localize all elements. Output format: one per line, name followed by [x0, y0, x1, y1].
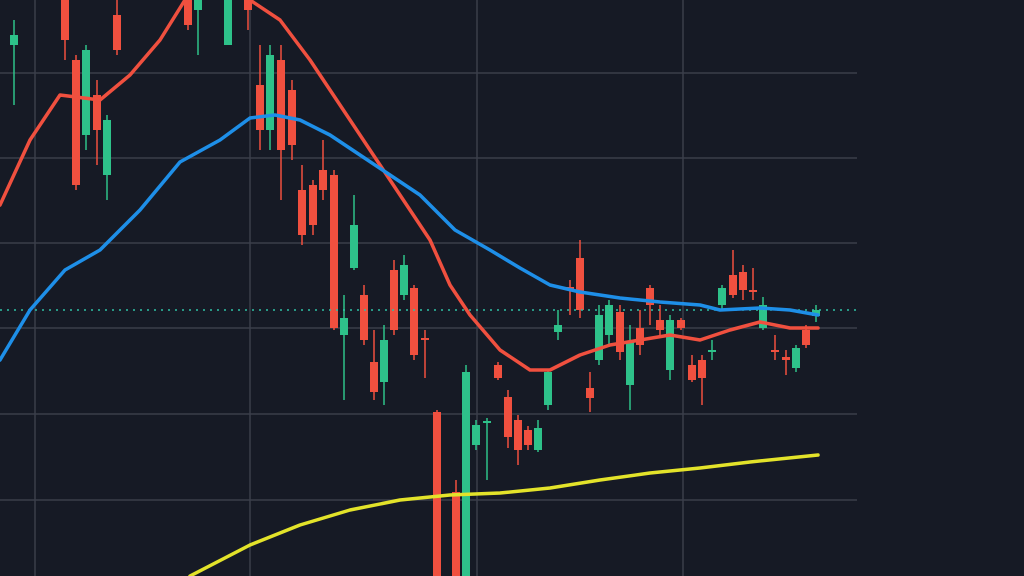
- candle-body: [462, 372, 470, 576]
- candle-body: [380, 340, 388, 382]
- candle-body: [646, 288, 654, 305]
- candle-body: [749, 290, 757, 292]
- candle-body: [390, 270, 398, 330]
- candle-body: [534, 428, 542, 450]
- candle-body: [729, 275, 737, 295]
- candle-body: [718, 288, 726, 305]
- candle-body: [82, 50, 90, 135]
- candle-body: [576, 258, 584, 310]
- moving-average-line: [0, 0, 820, 372]
- candle-body: [298, 190, 306, 235]
- candle-body: [494, 365, 502, 378]
- candle-body: [792, 348, 800, 368]
- candle-body: [759, 305, 767, 328]
- candle-body: [184, 0, 192, 25]
- candle-body: [10, 35, 18, 45]
- candle-body: [739, 272, 747, 290]
- candle-body: [400, 265, 408, 295]
- candle-body: [677, 320, 685, 328]
- candle-body: [194, 0, 202, 10]
- candle-body: [72, 60, 80, 185]
- candle-body: [370, 362, 378, 392]
- candle-body: [360, 295, 368, 340]
- candle-body: [554, 325, 562, 332]
- candle-body: [319, 170, 327, 190]
- candle-body: [350, 225, 358, 268]
- candle-body: [61, 0, 69, 40]
- candle-body: [93, 95, 101, 130]
- candle-body: [666, 320, 674, 370]
- candle-body: [504, 397, 512, 437]
- candle-body: [113, 15, 121, 50]
- candle-body: [688, 365, 696, 380]
- moving-average-line: [0, 113, 820, 362]
- candle-body: [595, 315, 603, 360]
- candle-body: [330, 175, 338, 328]
- candle-body: [340, 318, 348, 335]
- candle-body: [256, 85, 264, 130]
- candle-body: [656, 320, 664, 330]
- candle-body: [433, 412, 441, 576]
- moving-average-line: [188, 453, 820, 576]
- candle-body: [103, 120, 111, 175]
- candle-body: [514, 420, 522, 450]
- candle-body: [708, 350, 716, 352]
- candle-body: [605, 305, 613, 335]
- candle-body: [421, 338, 429, 340]
- candle-body: [244, 0, 252, 10]
- candle-body: [802, 330, 810, 345]
- candle-body: [483, 421, 491, 423]
- candle-body: [626, 342, 634, 385]
- candle-body: [309, 185, 317, 225]
- candle-body: [771, 350, 779, 352]
- candle-body: [472, 425, 480, 445]
- candle-body: [782, 357, 790, 360]
- candle-body: [452, 492, 460, 576]
- candle-body: [586, 388, 594, 398]
- candle-body: [636, 328, 644, 345]
- candle-body: [410, 288, 418, 355]
- candle-body: [266, 55, 274, 130]
- candle-body: [277, 60, 285, 150]
- candle-body: [524, 430, 532, 445]
- candle-body: [698, 360, 706, 378]
- candle-body: [224, 0, 232, 45]
- candle-body: [544, 372, 552, 405]
- candle-body: [616, 312, 624, 352]
